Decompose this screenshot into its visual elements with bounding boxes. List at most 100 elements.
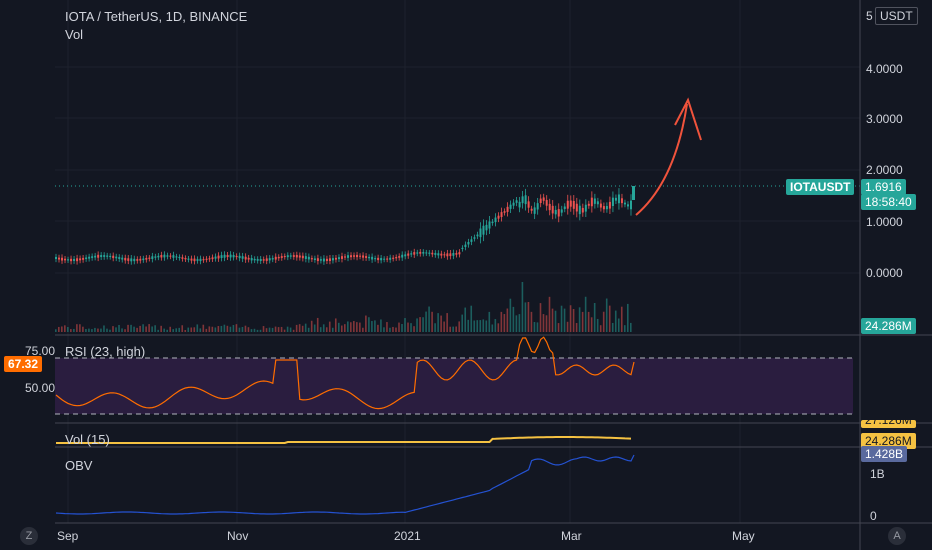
candle-body [500, 212, 503, 218]
candle-body [325, 258, 328, 261]
candle-body [154, 256, 157, 258]
volume-bar [88, 328, 90, 332]
volume-bar [374, 320, 376, 332]
volume-bar [283, 329, 286, 332]
candle-body [247, 257, 250, 260]
volume-bar [350, 322, 352, 332]
candle-body [395, 257, 398, 259]
candle-body [605, 206, 608, 210]
candle-body [229, 254, 232, 258]
volume-bar [431, 311, 433, 332]
candle-body [374, 258, 377, 260]
symbol-title[interactable]: IOTA / TetherUS, 1D, BINANCE [65, 9, 248, 24]
candle-body [148, 257, 151, 259]
volume-bar [220, 325, 223, 332]
volume-bar [178, 327, 181, 332]
volume-bar [482, 319, 485, 332]
candle-body [82, 257, 85, 260]
volume-bar [136, 327, 138, 332]
candle-body [118, 257, 121, 259]
volume-bar [253, 328, 256, 332]
candle-body [61, 257, 64, 261]
candle-body [139, 258, 142, 261]
volume-bar [238, 327, 241, 332]
auto-scale-button[interactable]: A [888, 527, 906, 545]
candle-body [115, 256, 118, 259]
candle-body [455, 253, 458, 255]
volume-bar [533, 321, 536, 332]
volume-bar [497, 323, 500, 332]
rsi-line [55, 336, 635, 410]
candle-body [392, 257, 395, 259]
volume-bar [425, 311, 427, 332]
countdown-tag: 18:58:40 [861, 194, 916, 210]
volume-bar [199, 328, 202, 332]
candle-body [268, 258, 271, 261]
price-tick: 4.0000 [866, 62, 903, 76]
volume-bar [488, 311, 491, 332]
volume-bar [410, 323, 412, 332]
volume-bar [211, 326, 214, 332]
candle-body [58, 257, 61, 260]
obv-label[interactable]: OBV [65, 458, 93, 473]
volume-bar [563, 308, 566, 332]
candle-body [73, 258, 76, 261]
volume-bar [313, 324, 316, 332]
rsi-label[interactable]: RSI (23, high) [65, 344, 146, 359]
volume-bar [172, 329, 175, 332]
candle-body [76, 258, 79, 262]
volume-bar [623, 325, 626, 332]
candle-body [443, 254, 446, 256]
zoom-reset-button[interactable]: Z [20, 527, 38, 545]
volume-bar [184, 329, 187, 332]
volume-bar [416, 318, 418, 332]
volume-bar [205, 328, 208, 332]
volume-bar [310, 320, 313, 332]
candle-body [449, 253, 452, 257]
candle-body [304, 256, 307, 259]
candle-body [485, 224, 488, 231]
candle-body [629, 200, 632, 210]
volume-bar [229, 326, 232, 332]
volume-bar [115, 327, 117, 332]
volume-bar [554, 310, 557, 332]
candle-body [85, 257, 88, 260]
volume-bar [479, 320, 482, 332]
volume-bar [362, 327, 364, 332]
candle-body [563, 206, 566, 209]
volume-bar [626, 303, 629, 332]
currency-button[interactable]: USDT [875, 7, 918, 25]
candle-body [404, 254, 407, 257]
volume-bar [353, 321, 355, 332]
volume-bar [145, 326, 147, 332]
volume-bar [557, 323, 560, 332]
annotation-arrow[interactable] [635, 103, 688, 216]
vol-legend-label[interactable]: Vol [65, 27, 84, 42]
volume-bar [154, 325, 156, 332]
volume-bar [67, 327, 69, 332]
volume-bar [344, 324, 346, 332]
candle-body [280, 256, 283, 258]
candle-body [611, 197, 614, 206]
candle-body [602, 206, 605, 210]
volume-bar [578, 307, 581, 332]
candle-body [464, 244, 467, 248]
volume-bar [106, 328, 108, 332]
candle-body [259, 258, 262, 262]
annotation-arrow-head[interactable] [674, 97, 702, 141]
volume-bar [428, 306, 430, 332]
volume-bar [614, 310, 617, 332]
candle-body [142, 258, 145, 261]
volume-bar [590, 317, 593, 332]
symbol-price-tag[interactable]: IOTAUSDT [786, 179, 855, 195]
candle-body [578, 205, 581, 215]
volume-bar [193, 327, 196, 332]
volume-bar [334, 318, 337, 332]
volume-bar [560, 305, 563, 332]
candle-body [425, 252, 428, 254]
volume-bar [268, 327, 271, 332]
vol-ma-label[interactable]: Vol (15) [65, 432, 110, 447]
candle-body [386, 258, 389, 260]
grid-lines [55, 0, 860, 523]
